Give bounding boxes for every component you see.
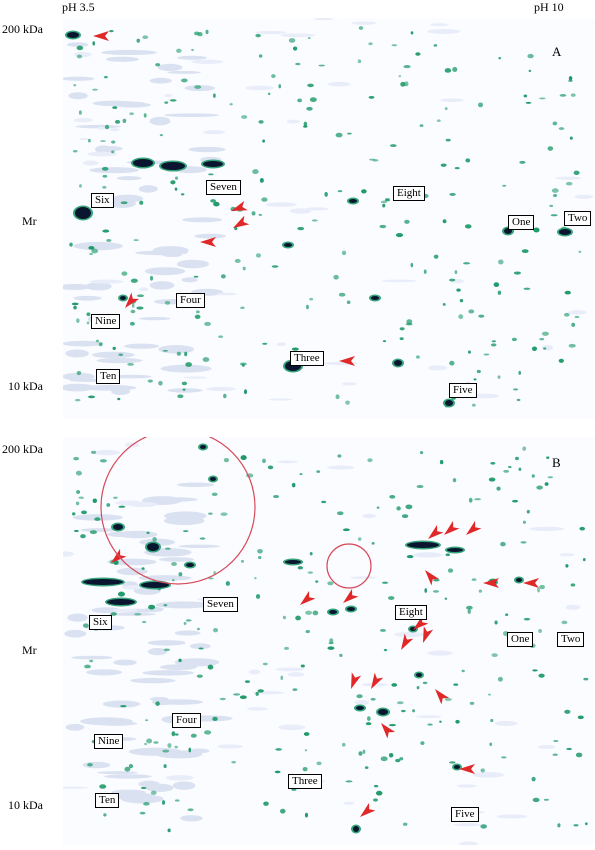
arrow-markers bbox=[111, 520, 539, 817]
highlight-circle-small bbox=[326, 543, 372, 589]
spot-label-ten-b: Ten bbox=[95, 793, 120, 808]
arrow-markers bbox=[93, 31, 355, 366]
spot-label-four-a: Four bbox=[176, 293, 205, 308]
smear-layer bbox=[63, 18, 594, 401]
ph-right-label: pH 10 bbox=[534, 0, 564, 14]
protein-spots bbox=[65, 26, 582, 408]
gel-panel-b: B Seven Six Eight One Two Four Nine Thre… bbox=[63, 437, 595, 845]
spot-label-two-a: Two bbox=[564, 211, 592, 226]
marker-200-kda-a: 200 kDa bbox=[2, 22, 43, 36]
marker-10-kda-b: 10 kDa bbox=[8, 798, 43, 812]
marker-10-kda-a: 10 kDa bbox=[8, 379, 43, 393]
marker-200-kda-b: 200 kDa bbox=[2, 442, 43, 456]
spot-label-seven-b: Seven bbox=[203, 597, 238, 612]
ph-left-label: pH 3.5 bbox=[62, 0, 95, 14]
spot-label-ten-a: Ten bbox=[96, 369, 121, 384]
spot-label-two-b: Two bbox=[557, 632, 585, 647]
gel-image-a bbox=[63, 18, 594, 408]
spot-label-one-b: One bbox=[507, 632, 534, 647]
spot-label-three-b: Three bbox=[288, 774, 322, 789]
protein-spots bbox=[72, 443, 589, 834]
spot-label-eight-a: Eight bbox=[393, 186, 425, 201]
panel-letter-b: B bbox=[552, 455, 561, 470]
mr-label-a: Mr bbox=[22, 214, 37, 228]
spot-label-nine-b: Nine bbox=[94, 734, 124, 749]
spot-label-three-a: Three bbox=[290, 351, 324, 366]
spot-label-five-b: Five bbox=[451, 807, 479, 822]
highlight-circle-large bbox=[100, 437, 256, 585]
panel-letter-a: A bbox=[552, 44, 562, 59]
gel-panel-a: A Six Seven Eight One Two Four Nine Thre… bbox=[63, 18, 595, 418]
spot-label-six-a: Six bbox=[91, 193, 114, 208]
spot-label-six-b: Six bbox=[89, 615, 112, 630]
spot-label-one-a: One bbox=[508, 215, 535, 230]
mr-label-b: Mr bbox=[22, 643, 37, 657]
spot-label-seven-a: Seven bbox=[206, 180, 241, 195]
spot-label-eight-b: Eight bbox=[395, 605, 427, 620]
spot-label-four-b: Four bbox=[172, 713, 201, 728]
spot-label-five-a: Five bbox=[449, 383, 477, 398]
spot-label-nine-a: Nine bbox=[91, 314, 121, 329]
